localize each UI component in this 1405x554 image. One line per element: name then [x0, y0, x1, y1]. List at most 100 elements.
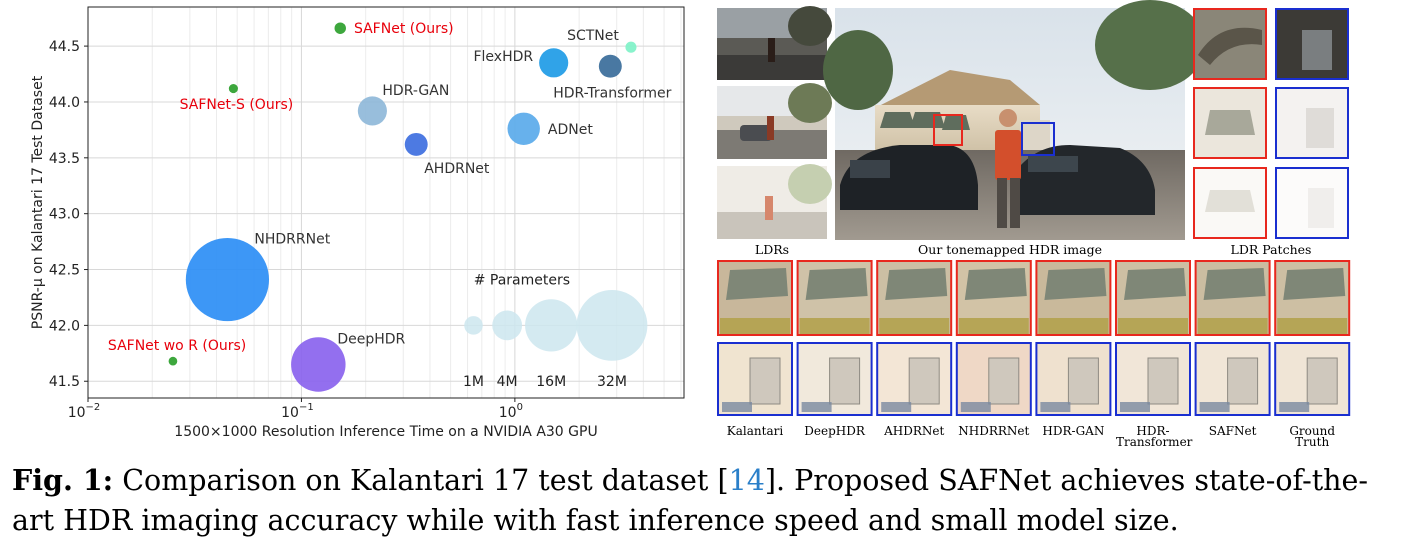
- ldr-thumb-dark: [717, 6, 832, 80]
- point-label: HDR-Transformer: [553, 86, 671, 102]
- data-point: [291, 337, 346, 392]
- size-legend-bubble: [525, 299, 578, 352]
- car-roof-shape: [722, 402, 752, 412]
- foliage-strip: [720, 318, 790, 334]
- y-tick-label: 44.5: [49, 39, 80, 55]
- foliage-strip: [1197, 318, 1268, 334]
- window-shape: [1147, 357, 1179, 405]
- method-caption: Kalantari: [726, 424, 784, 438]
- ldr-patches: [1193, 8, 1349, 239]
- method-caption: DeepHDR: [804, 424, 865, 438]
- point-label: SAFNet wo R (Ours): [108, 338, 246, 354]
- awning-shape: [964, 268, 1027, 300]
- point-label: AHDRNet: [424, 161, 490, 177]
- y-tick-label: 44.0: [49, 95, 80, 111]
- citation-link[interactable]: 14: [728, 464, 765, 497]
- car-roof-shape: [960, 402, 991, 412]
- foliage-strip: [799, 318, 870, 334]
- caption-text-a: Comparison on Kalantari 17 test dataset …: [122, 464, 729, 497]
- car-roof-shape: [1199, 402, 1230, 412]
- method-caption: Ground Truth: [1289, 424, 1336, 449]
- y-tick-label: 41.5: [49, 374, 80, 390]
- data-point: [228, 83, 238, 94]
- figure-caption: Fig. 1: Comparison on Kalantari 17 test …: [12, 460, 1402, 541]
- foliage-strip: [1038, 318, 1109, 334]
- patches-caption: LDR Patches: [1230, 242, 1312, 257]
- awning-shape: [1203, 268, 1266, 300]
- y-tick-label: 42.5: [49, 263, 80, 279]
- size-legend-label: 32M: [597, 374, 627, 390]
- data-point: [185, 237, 270, 322]
- point-label: FlexHDR: [473, 49, 533, 65]
- window-shape: [908, 357, 940, 405]
- data-point: [334, 22, 346, 34]
- car-roof-shape: [1279, 402, 1310, 412]
- window-shape: [749, 357, 781, 405]
- foliage-strip: [958, 318, 1029, 334]
- scatter-chart: 41.5 42.0 42.5 43.0 43.5 44.0 44.5 10−2 10−1 100 1…: [0, 0, 700, 450]
- point-label: SCTNet: [567, 28, 619, 44]
- awning-shape: [1044, 268, 1107, 300]
- size-legend-label: 16M: [536, 374, 566, 390]
- x-tick-label: 10−1: [281, 402, 314, 421]
- car-roof-shape: [1120, 402, 1150, 412]
- window-shape: [988, 357, 1020, 405]
- y-axis-label: PSNR-μ on Kalantari 17 Test Dataset: [30, 75, 46, 329]
- x-axis-label: 1500×1000 Resolution Inference Time on a…: [174, 424, 597, 440]
- size-legend-label: 4M: [497, 374, 518, 390]
- x-tick-label: 100: [499, 402, 523, 421]
- foliage-strip: [1277, 318, 1348, 334]
- data-point: [598, 54, 622, 78]
- window-shape: [829, 357, 861, 405]
- size-legend-label: 1M: [463, 374, 484, 390]
- ldrs-caption: LDRs: [754, 242, 790, 257]
- tonemapped-caption: Our tonemapped HDR image: [918, 242, 1102, 257]
- awning-shape: [1283, 268, 1346, 300]
- window-shape: [1306, 357, 1338, 405]
- size-legend-bubble: [576, 289, 648, 361]
- car-roof-shape: [881, 402, 912, 412]
- chart-svg: 41.5 42.0 42.5 43.0 43.5 44.0 44.5 10−2 10−1 100 1…: [30, 6, 685, 440]
- data-point: [357, 96, 387, 126]
- size-legend-title: # Parameters: [474, 273, 570, 289]
- window-shape: [1067, 357, 1099, 405]
- ldr-thumb-mid: [717, 83, 832, 159]
- data-point: [404, 132, 428, 156]
- point-label: SAFNet (Ours): [354, 21, 454, 37]
- y-tick-label: 43.0: [49, 207, 80, 223]
- method-caption: SAFNet: [1208, 424, 1257, 438]
- method-caption: HDR-GAN: [1042, 424, 1105, 438]
- caption-text-b: ]. Proposed SAFNet achieves state-of-the…: [12, 464, 1369, 537]
- method-comparison-patches: [717, 260, 1351, 416]
- foliage-strip: [1118, 318, 1188, 334]
- data-point: [168, 356, 178, 366]
- point-label: SAFNet-S (Ours): [180, 97, 294, 113]
- photo-montage: LDRs Our tonemapped HDR image LDR Patche…: [710, 0, 1405, 450]
- x-tick-label: 10−2: [68, 402, 101, 421]
- tonemapped-hdr-image: [823, 0, 1205, 240]
- y-tick-label: 42.0: [49, 318, 80, 334]
- awning-shape: [1124, 268, 1186, 300]
- size-legend-bubble: [464, 316, 483, 335]
- data-point: [625, 41, 637, 53]
- method-caption: NHDRRNet: [958, 424, 1030, 438]
- y-tick-label: 43.5: [49, 151, 80, 167]
- point-label: ADNet: [548, 122, 593, 138]
- awning-shape: [805, 268, 868, 300]
- method-caption: HDR- Transformer: [1116, 424, 1193, 449]
- point-label: NHDRRNet: [254, 232, 330, 248]
- data-point: [507, 112, 540, 145]
- point-label: DeepHDR: [337, 331, 405, 347]
- window-shape: [1227, 357, 1259, 405]
- plot-frame: [87, 6, 685, 399]
- car-roof-shape: [1040, 402, 1071, 412]
- awning-shape: [885, 268, 948, 300]
- car-roof-shape: [801, 402, 832, 412]
- method-caption: AHDRNet: [884, 424, 945, 438]
- awning-shape: [726, 268, 788, 300]
- point-label: HDR-GAN: [382, 83, 449, 99]
- foliage-strip: [879, 318, 950, 334]
- ldr-thumb-bright: [717, 164, 832, 239]
- data-point: [539, 48, 569, 78]
- figure-label: Fig. 1:: [12, 463, 114, 497]
